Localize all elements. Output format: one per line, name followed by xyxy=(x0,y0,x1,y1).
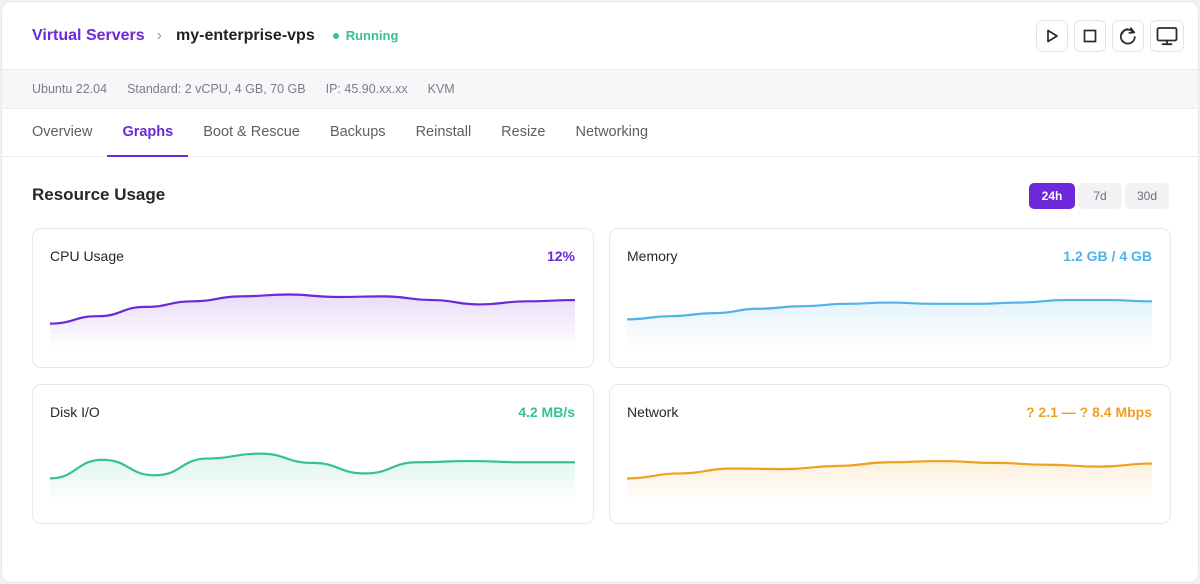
breadcrumb-separator: › xyxy=(156,26,162,44)
info-ip: IP: 45.90.xx.xx xyxy=(325,82,408,96)
resource-usage-header: Resource Usage 24h 7d 30d xyxy=(2,157,1198,227)
network-title: Network xyxy=(627,404,679,420)
section-title: Resource Usage xyxy=(32,185,166,204)
cpu-area-fill xyxy=(50,294,575,349)
server-name: my-enterprise-vps xyxy=(176,26,315,44)
cpu-series-line xyxy=(50,293,575,325)
tab-backups[interactable]: Backups xyxy=(329,124,386,140)
stop-icon xyxy=(1083,29,1097,43)
disk-card: Disk I/O 4.2 MB/s xyxy=(32,384,594,524)
tab-networking[interactable]: Networking xyxy=(575,124,649,140)
start-button[interactable] xyxy=(1036,20,1068,52)
disk-series-line xyxy=(50,452,575,480)
tab-bar: Overview Graphs Boot & Rescue Backups Re… xyxy=(2,109,1198,157)
restart-icon xyxy=(1119,27,1136,45)
memory-card: Memory 1.2 GB / 4 GB xyxy=(609,228,1171,368)
memory-value: 1.2 GB / 4 GB xyxy=(1063,248,1152,264)
tab-overview[interactable]: Overview xyxy=(32,124,93,140)
tab-boot-rescue[interactable]: Boot & Rescue xyxy=(203,124,300,140)
info-virtualization: KVM xyxy=(427,82,455,96)
memory-title: Memory xyxy=(627,248,678,264)
network-value: ? 2.1 — ? 8.4 Mbps xyxy=(1025,404,1152,420)
cpu-card: CPU Usage 12% xyxy=(32,228,594,368)
header: Virtual Servers › my-enterprise-vps Runn… xyxy=(2,2,1198,69)
status-dot-icon xyxy=(332,32,339,39)
memory-chart xyxy=(627,298,1152,349)
network-series-line xyxy=(627,459,1152,480)
info-plan: Standard: 2 vCPU, 4 GB, 70 GB xyxy=(127,82,306,96)
memory-area-fill xyxy=(627,300,1152,349)
stop-button[interactable] xyxy=(1074,20,1106,52)
server-info-bar: Ubuntu 22.04 Standard: 2 vCPU, 4 GB, 70 … xyxy=(2,69,1198,109)
cpu-chart xyxy=(50,293,575,349)
range-30d-button[interactable]: 30d xyxy=(1125,183,1169,209)
status-badge: Running xyxy=(332,28,399,43)
network-chart xyxy=(627,459,1152,505)
status-label: Running xyxy=(345,28,399,43)
disk-value: 4.2 MB/s xyxy=(518,404,575,420)
cpu-title: CPU Usage xyxy=(50,248,124,264)
restart-button[interactable] xyxy=(1112,20,1144,52)
monitor-icon xyxy=(1156,27,1178,46)
disk-area-fill xyxy=(50,453,575,505)
network-card: Network ? 2.1 — ? 8.4 Mbps xyxy=(609,384,1171,524)
info-os: Ubuntu 22.04 xyxy=(32,82,108,96)
tab-reinstall[interactable]: Reinstall xyxy=(415,124,472,140)
tab-resize[interactable]: Resize xyxy=(501,124,546,140)
memory-series-line xyxy=(627,298,1152,321)
tab-graphs[interactable]: Graphs xyxy=(107,109,189,157)
breadcrumb-virtual-servers[interactable]: Virtual Servers xyxy=(32,26,145,44)
disk-chart xyxy=(50,452,575,505)
disk-title: Disk I/O xyxy=(50,404,100,420)
play-icon xyxy=(1047,29,1058,43)
server-actions xyxy=(1036,20,1184,52)
range-24h-button[interactable]: 24h xyxy=(1029,183,1075,209)
console-button[interactable] xyxy=(1150,20,1184,52)
cpu-value: 12% xyxy=(546,248,575,264)
network-area-fill xyxy=(627,461,1152,505)
range-7d-button[interactable]: 7d xyxy=(1078,183,1122,209)
time-range-selector: 24h 7d 30d xyxy=(1029,183,1169,209)
